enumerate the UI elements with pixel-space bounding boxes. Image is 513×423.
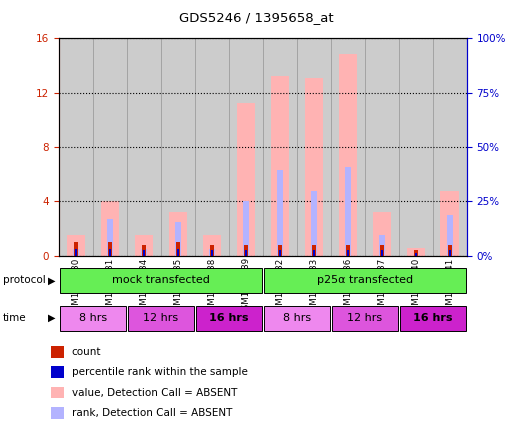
Bar: [169, 212, 187, 256]
Bar: [365, 38, 399, 256]
Bar: [195, 38, 229, 256]
Bar: [263, 38, 297, 256]
Bar: [60, 306, 126, 331]
Text: protocol: protocol: [3, 275, 45, 286]
Text: 8 hrs: 8 hrs: [79, 313, 107, 323]
Bar: [311, 190, 317, 256]
Text: 8 hrs: 8 hrs: [283, 313, 311, 323]
Bar: [127, 38, 161, 256]
Bar: [406, 248, 425, 256]
Bar: [372, 212, 391, 256]
Bar: [177, 249, 179, 256]
Bar: [331, 38, 365, 256]
Bar: [345, 168, 351, 256]
Text: ▶: ▶: [48, 275, 55, 286]
Bar: [236, 104, 255, 256]
Bar: [143, 250, 145, 256]
Bar: [380, 245, 384, 256]
Text: ▶: ▶: [48, 313, 55, 323]
Bar: [128, 306, 194, 331]
Bar: [195, 306, 262, 331]
Text: percentile rank within the sample: percentile rank within the sample: [72, 367, 248, 377]
Bar: [229, 38, 263, 256]
Bar: [107, 219, 113, 256]
Bar: [203, 236, 221, 256]
Bar: [60, 268, 262, 293]
Text: rank, Detection Call = ABSENT: rank, Detection Call = ABSENT: [72, 408, 232, 418]
Bar: [161, 38, 195, 256]
Bar: [399, 38, 433, 256]
Bar: [347, 250, 349, 256]
Bar: [449, 250, 451, 256]
Bar: [245, 250, 247, 256]
Bar: [279, 250, 281, 256]
Bar: [101, 201, 120, 256]
Bar: [270, 76, 289, 256]
Bar: [297, 38, 331, 256]
Bar: [278, 245, 282, 256]
Bar: [67, 236, 85, 256]
Bar: [142, 245, 146, 256]
Bar: [141, 249, 147, 256]
Text: 16 hrs: 16 hrs: [209, 313, 249, 323]
Bar: [312, 245, 315, 256]
Bar: [209, 249, 215, 256]
Text: value, Detection Call = ABSENT: value, Detection Call = ABSENT: [72, 387, 237, 398]
Text: time: time: [3, 313, 26, 323]
Bar: [415, 253, 417, 256]
Bar: [277, 170, 283, 256]
Bar: [339, 55, 357, 256]
Text: mock transfected: mock transfected: [112, 275, 210, 285]
Bar: [74, 242, 77, 256]
Bar: [109, 249, 111, 256]
Bar: [210, 245, 213, 256]
Bar: [264, 268, 466, 293]
Bar: [73, 249, 79, 256]
Bar: [134, 236, 153, 256]
Bar: [331, 306, 398, 331]
Text: 12 hrs: 12 hrs: [144, 313, 179, 323]
Bar: [108, 242, 112, 256]
Bar: [346, 245, 349, 256]
Bar: [59, 38, 93, 256]
Bar: [381, 250, 383, 256]
Text: 16 hrs: 16 hrs: [413, 313, 452, 323]
Bar: [441, 190, 459, 256]
Bar: [75, 249, 77, 256]
Bar: [176, 242, 180, 256]
Bar: [313, 250, 315, 256]
Bar: [244, 245, 248, 256]
Bar: [175, 222, 181, 256]
Bar: [379, 236, 385, 256]
Bar: [448, 245, 451, 256]
Bar: [211, 250, 213, 256]
Bar: [414, 250, 418, 256]
Bar: [305, 77, 323, 256]
Bar: [93, 38, 127, 256]
Text: p25α transfected: p25α transfected: [317, 275, 413, 285]
Text: GDS5246 / 1395658_at: GDS5246 / 1395658_at: [179, 11, 334, 24]
Text: count: count: [72, 347, 102, 357]
Bar: [243, 201, 249, 256]
Bar: [447, 215, 453, 256]
Bar: [264, 306, 330, 331]
Text: 12 hrs: 12 hrs: [347, 313, 382, 323]
Bar: [433, 38, 467, 256]
Bar: [400, 306, 466, 331]
